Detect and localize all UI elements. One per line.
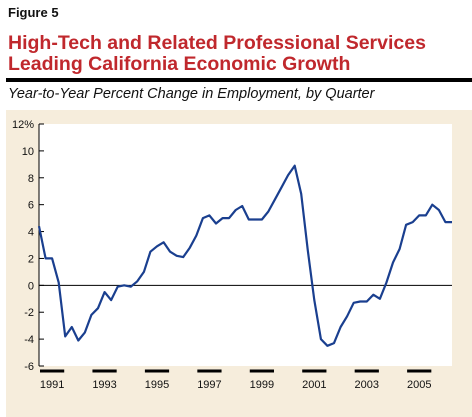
title-divider: [6, 78, 472, 82]
y-tick-label: 4: [28, 227, 34, 239]
chart-title-line-2: Leading California Economic Growth: [8, 53, 351, 75]
y-tick-label: 0: [28, 280, 34, 292]
x-tick-label: 1995: [145, 379, 169, 391]
chart-subtitle: Year-to-Year Percent Change in Employmen…: [8, 86, 375, 102]
figure-label: Figure 5: [8, 5, 59, 20]
y-tick-label: 6: [28, 200, 34, 212]
series-line: [37, 164, 452, 347]
x-tick-label: 1997: [197, 379, 221, 391]
x-tick-label: 2003: [355, 379, 379, 391]
y-tick-label: -2: [24, 307, 34, 319]
y-tick-label: 8: [28, 173, 34, 185]
chart-panel: 12% 10 8 6 4 2 0 -2 -4 -6 1991 1993 1995 1997 1999 2001…: [6, 110, 472, 417]
plot-area: [39, 124, 452, 366]
y-tick-label: 12%: [12, 119, 34, 131]
y-tick-label: 2: [28, 253, 34, 265]
y-tick-label: 10: [22, 146, 34, 158]
x-tick-label: 1991: [40, 379, 64, 391]
y-tick-label: -4: [24, 334, 34, 346]
line-chart: 12% 10 8 6 4 2 0 -2 -4 -6 1991 1993 1995 1997 1999 2001…: [12, 119, 452, 391]
chart-title: High-Tech and Related Professional Servi…: [8, 33, 426, 75]
x-tick-label: 1993: [92, 379, 116, 391]
x-tick-label: 2001: [302, 379, 326, 391]
chart-title-line-1: High-Tech and Related Professional Servi…: [8, 32, 426, 54]
x-tick-label: 1999: [250, 379, 274, 391]
y-tick-label: -6: [24, 361, 34, 373]
x-tick-label: 2005: [407, 379, 431, 391]
